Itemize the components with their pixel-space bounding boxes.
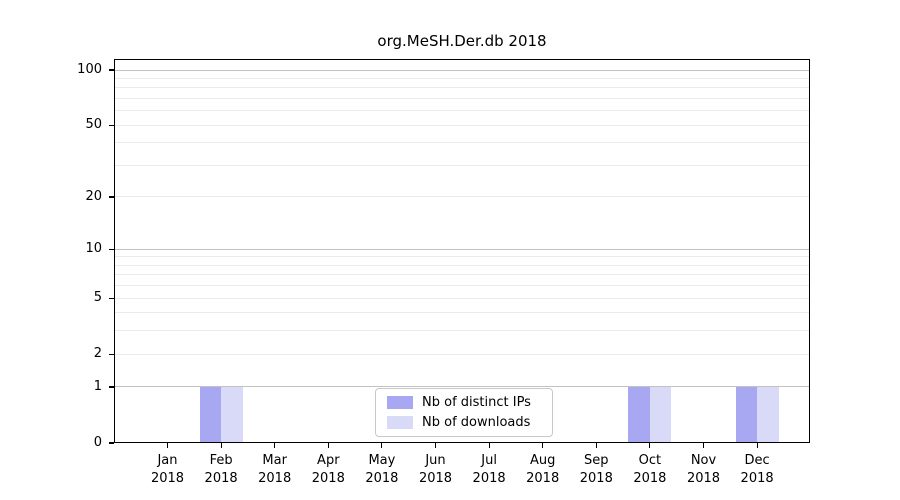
gridline-major xyxy=(114,248,810,250)
gridline-minor xyxy=(114,297,810,299)
plot-area: Nb of distinct IPs Nb of downloads xyxy=(114,59,810,443)
y-tick-label: 20 xyxy=(85,188,102,204)
x-tick-label: Apr 2018 xyxy=(311,453,345,486)
x-tick xyxy=(488,443,490,448)
y-tick-label: 50 xyxy=(85,117,102,133)
y-tick xyxy=(109,196,114,198)
y-tick-label: 100 xyxy=(77,62,102,77)
bar-downloads xyxy=(757,386,779,443)
x-tick-label: Sep 2018 xyxy=(579,453,613,486)
gridline-minor xyxy=(114,77,810,79)
legend-item-distinct-ips: Nb of distinct IPs xyxy=(387,395,541,410)
x-axis: Jan 2018 Feb 2018 Mar 2018 Apr 2018 May 2018 Jun 20… xyxy=(114,443,810,500)
y-tick xyxy=(109,69,114,71)
x-tick xyxy=(220,443,222,448)
x-tick xyxy=(542,443,544,448)
legend-item-downloads: Nb of downloads xyxy=(387,415,541,430)
gridline-minor xyxy=(114,87,810,89)
bar-distinct-ips xyxy=(199,386,222,443)
x-tick xyxy=(381,443,383,448)
x-tick-label: May 2018 xyxy=(365,453,399,486)
gridline-minor xyxy=(114,256,810,258)
x-tick-label: Feb 2018 xyxy=(204,453,238,486)
gridline-minor xyxy=(114,264,810,266)
legend-swatch-downloads xyxy=(387,416,413,429)
y-tick xyxy=(109,297,114,299)
chart-title: org.MeSH.Der.db 2018 xyxy=(377,32,547,50)
gridline-minor xyxy=(114,353,810,355)
gridline-minor xyxy=(114,110,810,112)
gridline-minor xyxy=(114,285,810,287)
bar-distinct-ips xyxy=(735,386,758,443)
gridline-minor xyxy=(114,274,810,276)
y-tick xyxy=(109,386,114,388)
y-tick xyxy=(109,353,114,355)
gridline-minor xyxy=(114,312,810,314)
bar-distinct-ips xyxy=(628,386,650,443)
x-tick xyxy=(434,443,437,448)
gridline-minor xyxy=(114,124,810,126)
x-tick xyxy=(274,443,276,448)
legend-label-distinct-ips: Nb of distinct IPs xyxy=(422,395,531,410)
gridline-minor xyxy=(114,142,810,144)
x-tick-label: Nov 2018 xyxy=(686,453,721,486)
y-tick xyxy=(109,442,114,444)
x-tick-label: Aug 2018 xyxy=(526,453,560,486)
bar-downloads xyxy=(221,386,243,443)
x-tick-label: Jun 2018 xyxy=(418,453,453,486)
y-tick xyxy=(109,248,114,250)
y-tick-label: 5 xyxy=(93,290,102,306)
gridline-minor xyxy=(114,164,810,166)
x-tick-label: Mar 2018 xyxy=(258,453,292,486)
y-tick-label: 10 xyxy=(85,241,102,257)
x-tick xyxy=(327,443,329,448)
y-axis: 0 1 2 5 10 20 50 100 xyxy=(0,59,114,450)
y-tick xyxy=(109,124,114,126)
x-tick-label: Oct 2018 xyxy=(633,453,667,486)
x-tick xyxy=(649,443,651,448)
x-tick xyxy=(756,443,758,448)
gridline-minor xyxy=(114,97,810,99)
x-tick-label: Jul 2018 xyxy=(472,453,506,486)
gridline-major xyxy=(114,69,810,71)
x-tick-label: Jan 2018 xyxy=(150,453,185,486)
x-tick-label: Dec 2018 xyxy=(740,453,774,486)
y-tick-label: 0 xyxy=(93,435,102,450)
gridline-minor xyxy=(114,330,810,332)
x-tick xyxy=(166,443,169,448)
legend: Nb of distinct IPs Nb of downloads xyxy=(375,388,553,437)
gridline-major xyxy=(114,386,810,388)
y-tick-label: 2 xyxy=(93,346,102,362)
x-tick xyxy=(595,443,597,448)
legend-label-downloads: Nb of downloads xyxy=(422,415,531,430)
y-tick-label: 1 xyxy=(93,378,102,394)
legend-swatch-distinct-ips xyxy=(387,396,413,409)
x-tick xyxy=(702,443,705,448)
gridline-minor xyxy=(114,196,810,198)
bar-downloads xyxy=(649,386,672,443)
